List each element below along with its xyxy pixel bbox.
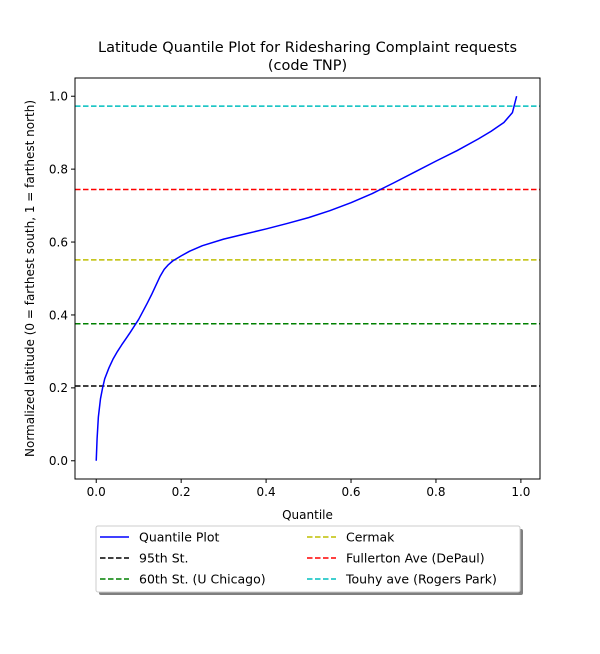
legend-label: 60th St. (U Chicago) [139, 572, 266, 587]
x-tick-label: 1.0 [511, 485, 530, 499]
chart-title-line-2: (code TNP) [268, 58, 347, 74]
y-axis-ticks: 0.0 0.2 0.4 0.6 0.8 1.0 [49, 90, 75, 468]
plot-frame [74, 77, 541, 480]
chart-title-line-1: Latitude Quantile Plot for Ridesharing C… [98, 40, 517, 56]
legend-label: 95th St. [139, 551, 189, 566]
x-axis-label: Quantile [282, 508, 333, 522]
legend: Quantile Plot 95th St. 60th St. (U Chicago… [95, 525, 523, 595]
legend-label: Quantile Plot [139, 530, 220, 545]
legend-label: Cermak [346, 530, 395, 545]
x-tick-label: 0.6 [341, 485, 360, 499]
y-axis-label: Normalized latitude (0 = farthest south,… [23, 100, 37, 457]
x-tick-label: 0.2 [172, 485, 191, 499]
y-tick-label: 0.4 [49, 308, 68, 322]
x-tick-label: 0.4 [257, 485, 276, 499]
reference-lines [75, 105, 540, 387]
x-axis-ticks: 0.0 0.2 0.4 0.6 0.8 1.0 [87, 479, 530, 499]
quantile-series [95, 96, 518, 461]
x-tick-label: 0.0 [87, 485, 106, 499]
quantile-line [95, 96, 518, 461]
y-tick-label: 0.2 [49, 381, 68, 395]
x-tick-label: 0.8 [426, 485, 445, 499]
y-tick-label: 0.0 [49, 454, 68, 468]
y-tick-label: 1.0 [49, 90, 68, 104]
legend-box [95, 525, 521, 593]
legend-label: Touhy ave (Rogers Park) [345, 572, 497, 587]
y-tick-label: 0.6 [49, 235, 68, 249]
y-tick-label: 0.8 [49, 162, 68, 176]
legend-label: Fullerton Ave (DePaul) [346, 551, 485, 566]
